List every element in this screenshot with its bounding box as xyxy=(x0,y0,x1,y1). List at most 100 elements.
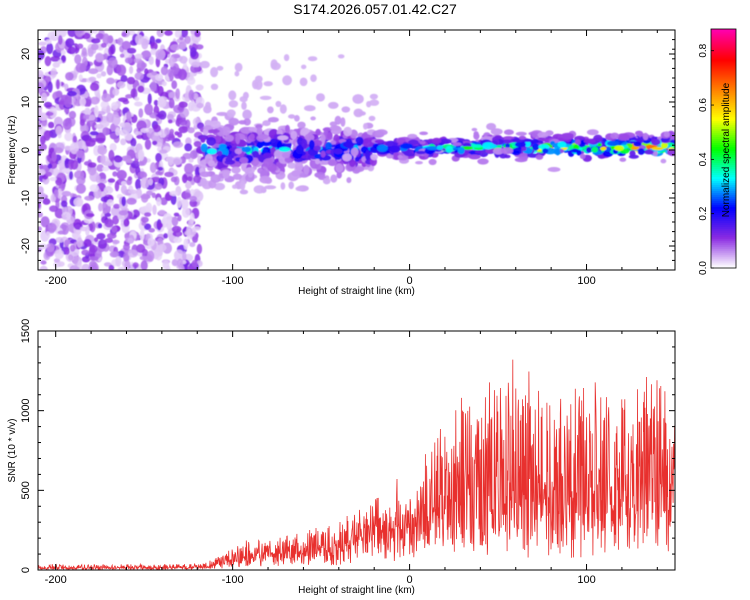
spectrogram-cell xyxy=(171,156,183,166)
spectrogram-cell xyxy=(64,239,70,246)
spectrogram-cell xyxy=(193,140,202,148)
spectrogram-cell xyxy=(149,56,154,62)
spectrogram-cell xyxy=(264,185,277,190)
spectrogram-cell xyxy=(155,73,164,81)
spectrogram-cell xyxy=(85,213,95,218)
spectrogram-cell xyxy=(55,90,63,99)
spectrogram-cell xyxy=(90,43,99,51)
colorbar-swatch xyxy=(711,176,736,179)
colorbar-swatch xyxy=(711,208,736,211)
colorbar-swatch xyxy=(711,214,736,217)
spectrogram-cell xyxy=(38,41,47,46)
colorbar-swatch xyxy=(711,29,736,32)
colorbar-swatch xyxy=(711,168,736,172)
y-tick-label: 0 xyxy=(20,147,32,153)
spectrogram-cell xyxy=(141,216,149,223)
y-tick-label: 10 xyxy=(20,96,32,108)
spectrogram-cell xyxy=(106,105,111,115)
colorbar-swatch xyxy=(711,98,736,102)
spectrogram-cell xyxy=(114,181,120,192)
spectrogram-cell xyxy=(283,54,290,62)
spectrogram-cell xyxy=(60,200,68,208)
spectrogram-cell xyxy=(150,48,157,55)
spectrogram-cell xyxy=(416,150,426,155)
colorbar-swatch xyxy=(711,258,736,261)
spectrogram-cell xyxy=(98,202,103,212)
colorbar-swatch xyxy=(711,148,736,152)
spectrogram-cell xyxy=(210,67,219,78)
spectrogram-cell xyxy=(95,52,104,62)
spectrogram-cell xyxy=(107,178,116,183)
spectrogram-cell xyxy=(160,66,168,76)
spectrogram-cell xyxy=(318,160,331,165)
spectrogram-cell xyxy=(136,134,144,139)
spectrogram-cell xyxy=(69,142,80,155)
spectrogram-cell xyxy=(477,158,489,165)
spectrogram-cell xyxy=(346,177,352,184)
spectrogram-cell xyxy=(301,64,307,70)
spectrogram-cell xyxy=(69,244,76,252)
spectrogram-cell xyxy=(660,158,667,164)
spectrogram-cell xyxy=(579,153,586,159)
spectrogram-cell xyxy=(127,189,138,195)
spectrogram-cell xyxy=(295,161,304,172)
spectrogram-cell xyxy=(207,160,215,167)
spectrogram-cell xyxy=(651,146,664,151)
plot-frame xyxy=(37,330,676,571)
spectrogram-cell xyxy=(234,148,243,155)
spectrogram-cell xyxy=(217,150,223,157)
spectrogram-cell xyxy=(173,236,183,243)
spectrogram-cell xyxy=(386,141,394,147)
spectrogram-cell xyxy=(258,134,269,140)
spectrogram-cell xyxy=(40,260,47,265)
spectrogram-cell xyxy=(352,94,364,104)
spectrogram-cell xyxy=(182,251,187,262)
spectrogram-cell xyxy=(102,166,110,172)
spectrogram-cell xyxy=(370,153,378,161)
spectrogram-cell xyxy=(112,171,118,177)
y-tick-label: -10 xyxy=(20,190,32,206)
spectrogram-cell xyxy=(132,262,139,269)
spectrogram-cell xyxy=(97,146,108,155)
spectrogram-cell xyxy=(320,150,326,158)
spectrogram-cell xyxy=(193,174,202,184)
spectrogram-cell xyxy=(629,150,636,157)
colorbar-swatch xyxy=(711,40,736,44)
spectrogram-cell xyxy=(600,146,607,151)
spectrogram-cell xyxy=(607,140,620,146)
spectrogram-cell xyxy=(135,34,144,45)
spectrogram-cell xyxy=(96,73,102,79)
spectrogram-cell xyxy=(38,202,41,209)
spectrogram-cell xyxy=(171,80,178,90)
colorbar-swatch xyxy=(711,188,736,191)
spectrogram-cell xyxy=(235,134,241,145)
spectrogram-cell xyxy=(100,154,106,165)
colorbar-swatch xyxy=(711,104,736,108)
spectrogram-cell xyxy=(176,196,182,208)
spectrogram-cell xyxy=(256,127,263,136)
spectrogram-cell xyxy=(184,163,194,175)
spectrogram-cell xyxy=(50,67,57,78)
colorbar-tick-label: 0.6 xyxy=(698,98,709,112)
colorbar-swatch xyxy=(711,100,736,104)
x-tick-label: -100 xyxy=(222,574,244,586)
colorbar-tick-label: 0.2 xyxy=(698,206,709,220)
colorbar-swatch xyxy=(711,226,736,229)
spectrogram-cell xyxy=(313,145,322,151)
spectrogram-cell xyxy=(38,113,48,121)
spectrogram-cell xyxy=(461,146,474,150)
spectrogram-cell xyxy=(519,142,526,147)
spectrogram-cell xyxy=(85,139,96,147)
spectrogram-cell xyxy=(74,54,82,65)
colorbar-swatch xyxy=(711,132,736,136)
spectrogram-cell xyxy=(239,96,248,103)
spectrogram-cell xyxy=(262,152,273,159)
spectrogram-cell xyxy=(486,123,497,131)
spectrogram-cell xyxy=(64,107,69,114)
spectrogram-cell xyxy=(55,125,63,136)
spectrogram-cell xyxy=(127,176,133,181)
spectrogram-cell xyxy=(310,74,317,82)
spectrogram-cell xyxy=(445,145,453,153)
colorbar-swatch xyxy=(711,146,736,150)
spectrogram-cell xyxy=(68,171,74,180)
